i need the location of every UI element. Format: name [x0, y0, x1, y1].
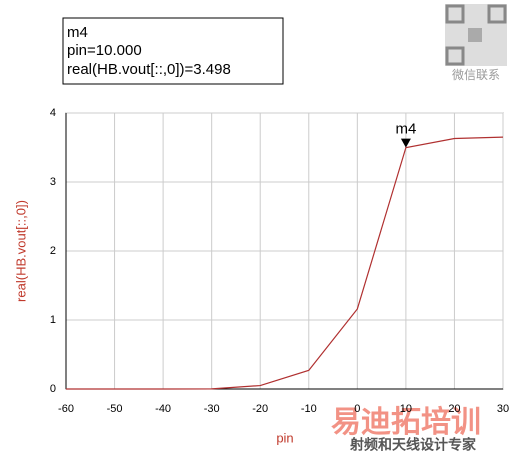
y-tick-label: 2: [50, 245, 56, 257]
x-tick-label: -60: [58, 403, 74, 415]
y-axis-title: real(HB.vout[::,0]): [13, 200, 28, 302]
marker-y-readout: real(HB.vout[::,0])=3.498: [67, 61, 231, 78]
x-tick-label: -30: [204, 403, 220, 415]
slogan-watermark: 射频和天线设计专家: [349, 437, 477, 453]
y-tick-label: 3: [50, 176, 56, 188]
x-tick-label: -10: [301, 403, 317, 415]
x-tick-label: 20: [448, 403, 460, 415]
x-tick-label: 30: [497, 403, 509, 415]
series-line: [66, 136, 504, 390]
y-tick-label: 0: [50, 383, 56, 395]
x-tick-label: 0: [354, 403, 360, 415]
plot: -60 -50 -40 -30 -20 -10 0 10 20 30 0 1 2 3 4 m4: [50, 107, 509, 415]
y-tick-label: 4: [50, 107, 56, 119]
x-tick-label: -20: [252, 403, 268, 415]
marker-x-readout: pin=10.000: [67, 42, 142, 59]
marker-name: m4: [67, 24, 88, 41]
y-tick-label: 1: [50, 314, 56, 326]
x-axis-title: pin: [276, 430, 293, 445]
marker-box: [62, 17, 284, 85]
brand-watermark: 易迪拓培训: [331, 405, 481, 439]
x-tick-label: -50: [107, 403, 123, 415]
x-tick-label: -40: [155, 403, 171, 415]
marker-triangle: [400, 138, 411, 148]
wechat-label: 微信联系: [452, 68, 500, 82]
x-tick-label: 10: [400, 403, 412, 415]
qr-code: [445, 4, 507, 66]
marker-label: m4: [395, 121, 416, 138]
